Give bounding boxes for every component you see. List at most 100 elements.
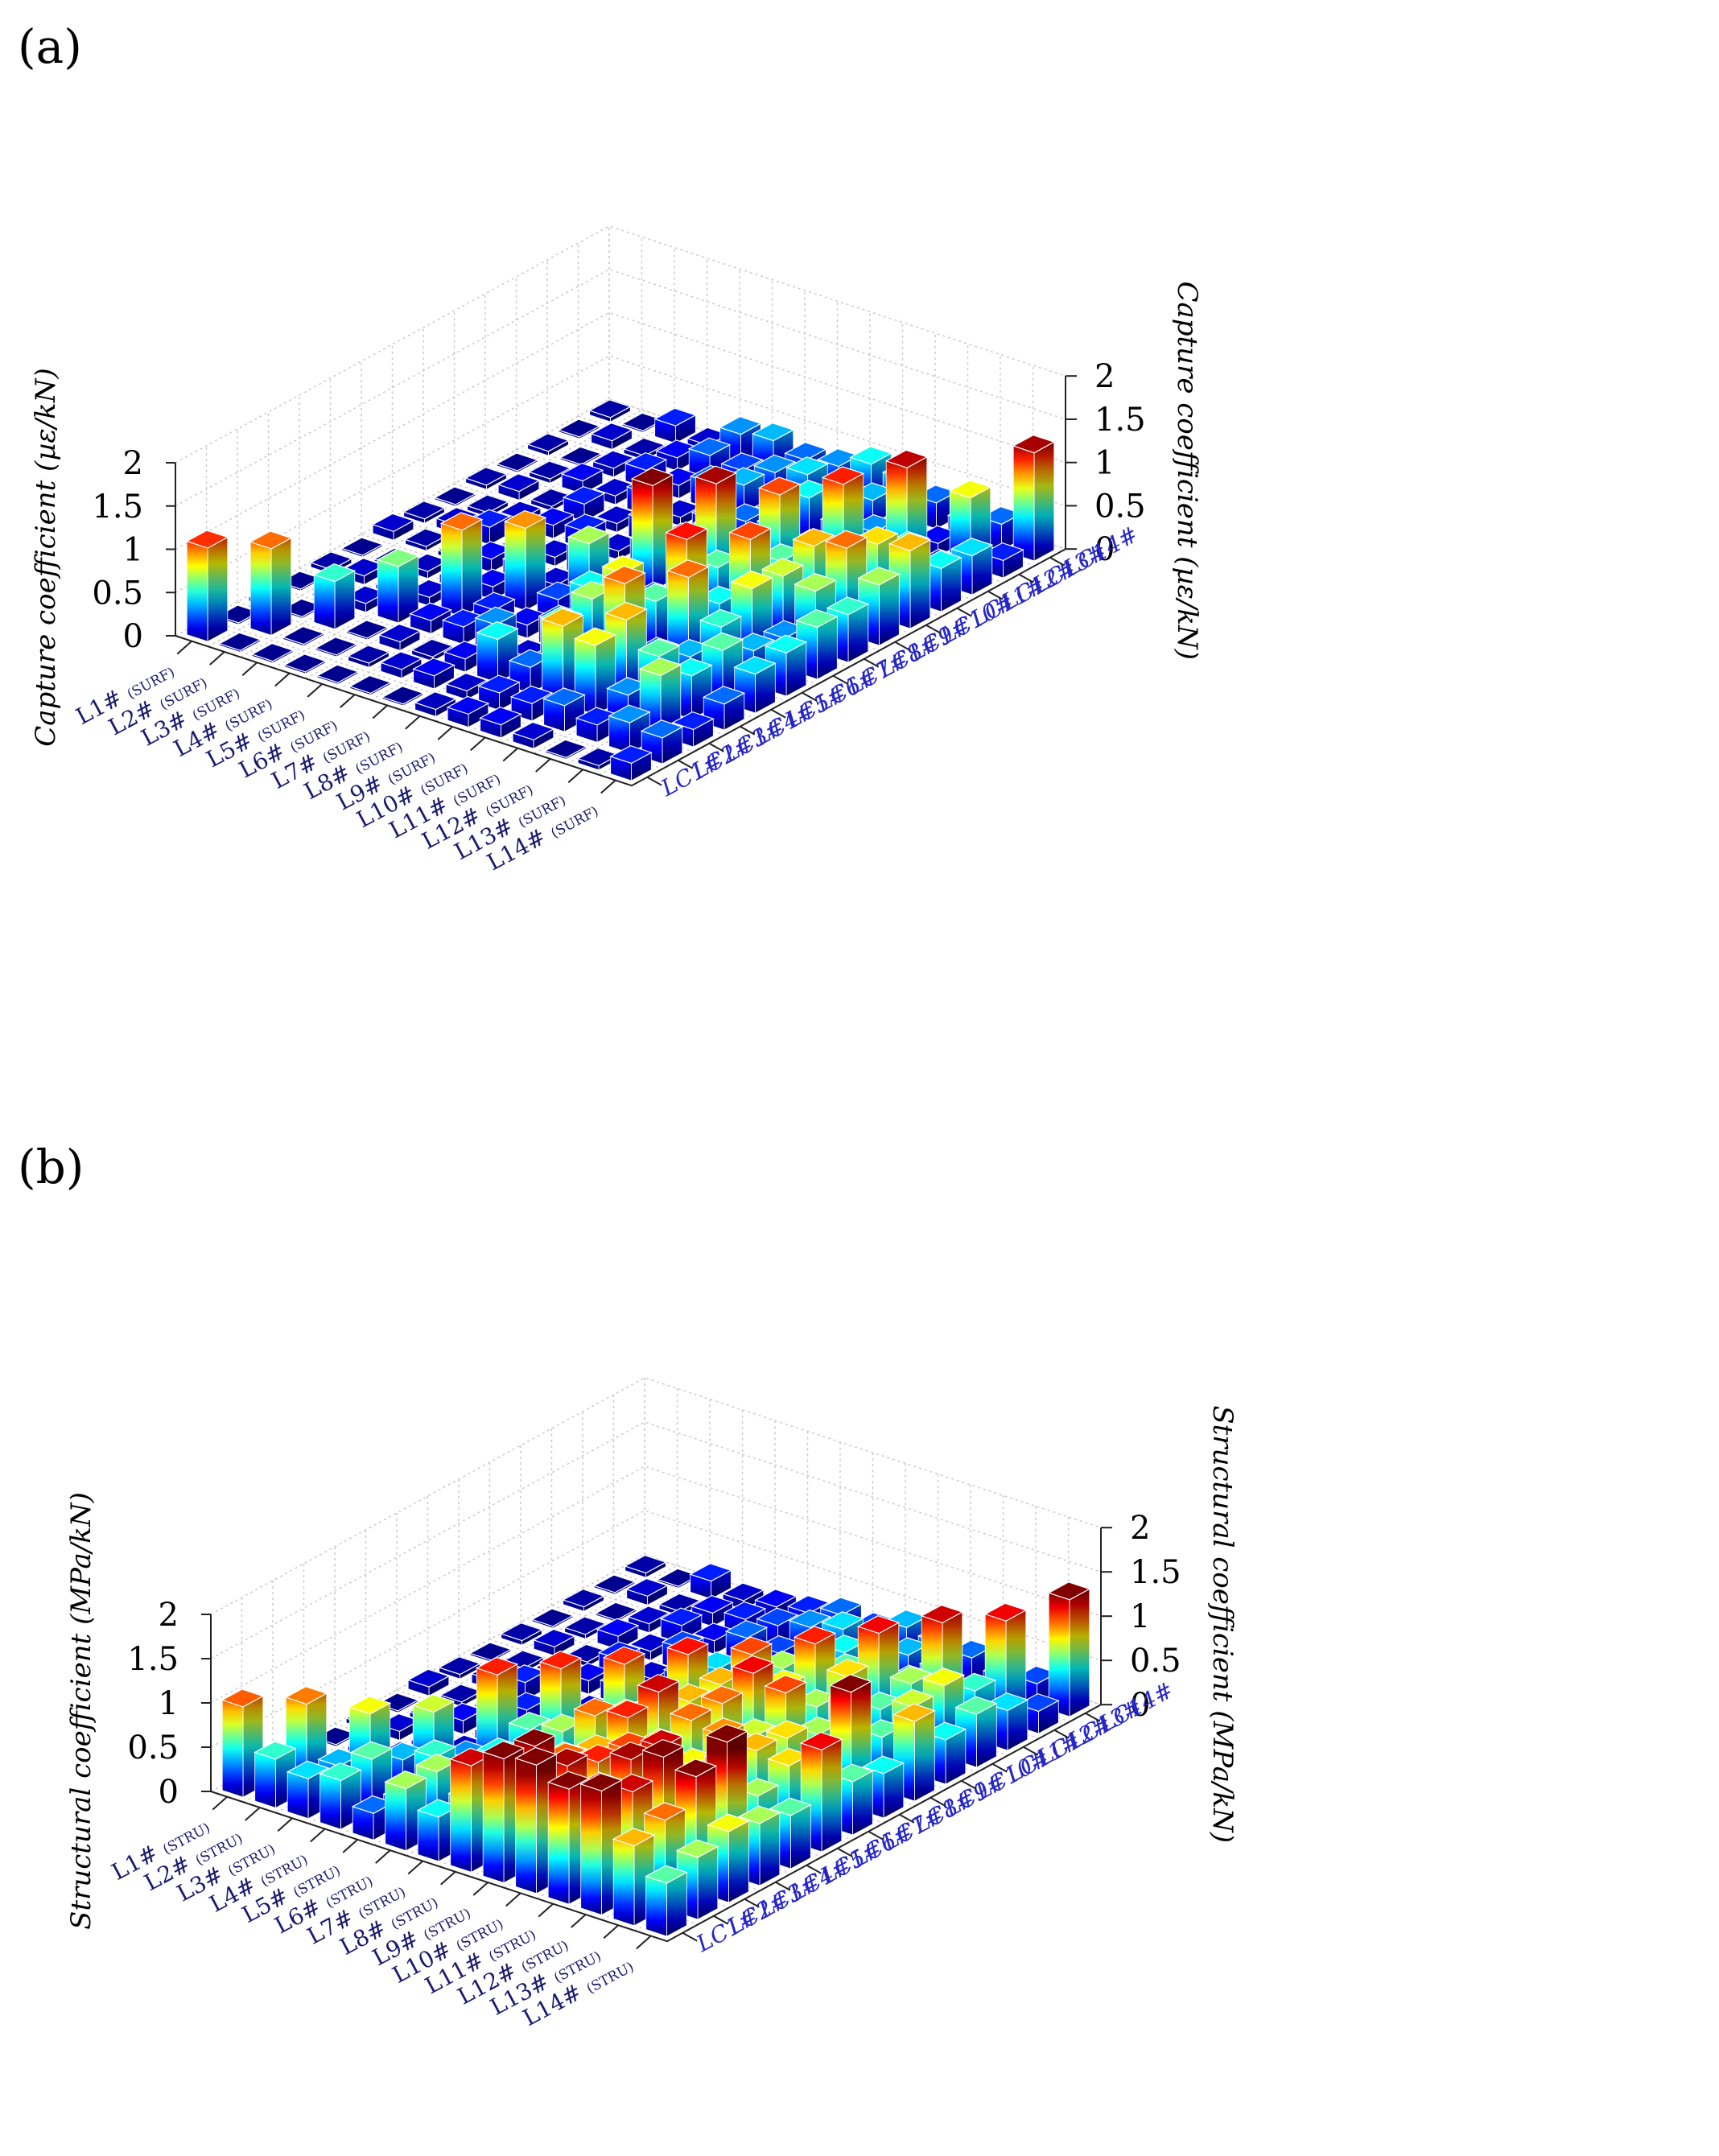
y-tick bbox=[775, 1881, 791, 1891]
bar-top bbox=[921, 1667, 966, 1687]
bar-top bbox=[497, 473, 541, 493]
bar bbox=[950, 538, 994, 596]
bar-face bbox=[207, 536, 229, 642]
bar-face bbox=[697, 1845, 719, 1920]
bar-top bbox=[340, 537, 384, 556]
bar bbox=[579, 1772, 623, 1916]
z-tick-label-right: 2 bbox=[1094, 358, 1115, 395]
bar-top bbox=[653, 407, 697, 427]
bar bbox=[690, 1594, 734, 1627]
bar-top bbox=[856, 1615, 901, 1635]
bar bbox=[345, 620, 389, 641]
bar-top bbox=[792, 528, 835, 547]
bar bbox=[689, 1563, 732, 1600]
bar-top bbox=[349, 1741, 394, 1760]
bar-top bbox=[526, 433, 570, 452]
bar-top bbox=[466, 494, 509, 513]
grid-line bbox=[210, 1421, 1102, 1659]
bar-top bbox=[438, 1656, 481, 1676]
bar bbox=[562, 1589, 605, 1612]
bar-top bbox=[640, 719, 684, 739]
bar-top bbox=[821, 1611, 864, 1630]
bar-top bbox=[546, 1771, 591, 1790]
bar-top bbox=[254, 1741, 297, 1760]
bar bbox=[185, 530, 229, 642]
bar bbox=[312, 563, 357, 630]
x-tick bbox=[176, 640, 192, 655]
bar-top bbox=[624, 451, 668, 472]
x-tick bbox=[342, 1839, 358, 1853]
grid-line bbox=[175, 311, 1066, 550]
bar-face bbox=[319, 1773, 342, 1830]
z-axis-title-right: Structural coefficient (MPa/kN) bbox=[1206, 1405, 1239, 1843]
bar-top bbox=[889, 1665, 933, 1685]
bar-top bbox=[250, 642, 295, 662]
z-axis-title-right: Capture coefficient (µε/kN) bbox=[1171, 281, 1203, 659]
x-tick bbox=[405, 715, 421, 730]
bar bbox=[412, 658, 456, 690]
y-tick bbox=[991, 1762, 1008, 1773]
grid-line bbox=[210, 1510, 1102, 1748]
bar-top bbox=[563, 513, 608, 533]
bar bbox=[340, 537, 384, 558]
bar-face bbox=[186, 540, 208, 642]
bar-top bbox=[528, 460, 571, 480]
z-tick-label-right: 2 bbox=[1130, 1510, 1150, 1547]
bar-top bbox=[495, 452, 539, 472]
bar-top bbox=[923, 1721, 967, 1741]
bar-top bbox=[690, 1594, 734, 1614]
bar-top bbox=[723, 1601, 767, 1620]
bar-top bbox=[826, 596, 870, 616]
y-tick bbox=[837, 1847, 853, 1857]
bar bbox=[544, 739, 587, 761]
z-tick-label-right: 0.5 bbox=[1094, 488, 1146, 525]
y-tick bbox=[925, 624, 942, 634]
z-axis-title-left: Capture coefficient (µε/kN) bbox=[30, 368, 62, 746]
bar-top bbox=[410, 638, 454, 658]
bar-top bbox=[503, 509, 547, 530]
bar-top bbox=[756, 1607, 799, 1626]
grid-line bbox=[175, 269, 1066, 507]
bar-top bbox=[608, 704, 651, 723]
bar bbox=[379, 651, 423, 679]
bar-top bbox=[630, 467, 674, 487]
z-tick-label-left: 2 bbox=[123, 445, 143, 482]
bar-top bbox=[511, 721, 555, 741]
bar bbox=[530, 1608, 575, 1629]
bar-top bbox=[855, 526, 899, 546]
z-tick-label-right: 0 bbox=[1130, 1687, 1150, 1724]
x-tick bbox=[440, 1871, 456, 1886]
bar bbox=[381, 686, 425, 707]
bar-top bbox=[477, 674, 521, 694]
bar-top bbox=[563, 1616, 607, 1635]
bar-top bbox=[891, 1688, 934, 1708]
bar-top bbox=[752, 454, 797, 473]
bar-top bbox=[433, 486, 477, 505]
bar-top bbox=[541, 608, 584, 627]
z-tick-label-left: 1.5 bbox=[92, 489, 143, 526]
bar bbox=[371, 513, 415, 541]
bar-top bbox=[788, 1609, 832, 1629]
bar-top bbox=[705, 1724, 748, 1743]
bar bbox=[438, 1656, 481, 1680]
bar-top bbox=[659, 1607, 703, 1626]
x-tick bbox=[535, 758, 551, 773]
bar-top bbox=[282, 625, 325, 645]
y-tick-label: LC14# bbox=[1094, 1676, 1178, 1738]
bar-top bbox=[687, 437, 732, 456]
bar-face bbox=[645, 1875, 667, 1937]
bar-top bbox=[669, 1702, 713, 1721]
z-tick-label-left: 1 bbox=[123, 532, 143, 569]
bar bbox=[532, 1628, 576, 1657]
bar-face bbox=[1012, 445, 1035, 562]
bar bbox=[218, 632, 262, 653]
bar bbox=[1012, 435, 1056, 562]
bar-top bbox=[592, 450, 635, 469]
bar bbox=[511, 721, 555, 749]
bar bbox=[404, 528, 447, 552]
bar-top bbox=[919, 550, 963, 569]
z-tick-label-right: 0 bbox=[1094, 531, 1115, 568]
y-tick bbox=[802, 691, 818, 702]
bar-top bbox=[665, 521, 708, 541]
bar-top bbox=[861, 1755, 905, 1775]
